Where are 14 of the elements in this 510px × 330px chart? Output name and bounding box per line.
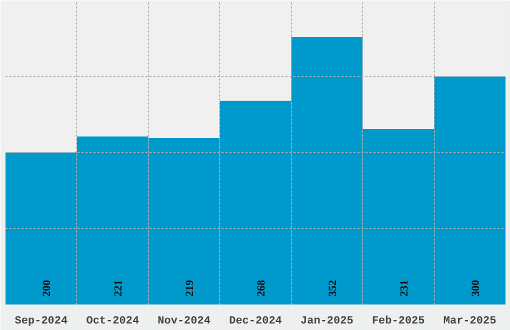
x-tick-label: Jan-2025	[300, 316, 354, 328]
data-label: 268	[256, 280, 268, 296]
x-tick-label: Sep-2024	[14, 316, 68, 328]
x-tick-label: Mar-2025	[443, 316, 497, 328]
x-tick-label: Oct-2024	[86, 316, 140, 328]
data-label: 231	[398, 280, 410, 296]
data-label: 221	[112, 280, 125, 296]
data-label: 200	[41, 280, 54, 296]
data-label: 300	[470, 280, 482, 296]
x-tick-label: Feb-2025	[372, 316, 426, 328]
data-label: 219	[184, 280, 196, 296]
x-tick-label: Nov-2024	[158, 316, 211, 328]
data-label: 352	[326, 280, 339, 296]
x-tick-label: Dec-2024	[229, 316, 282, 328]
